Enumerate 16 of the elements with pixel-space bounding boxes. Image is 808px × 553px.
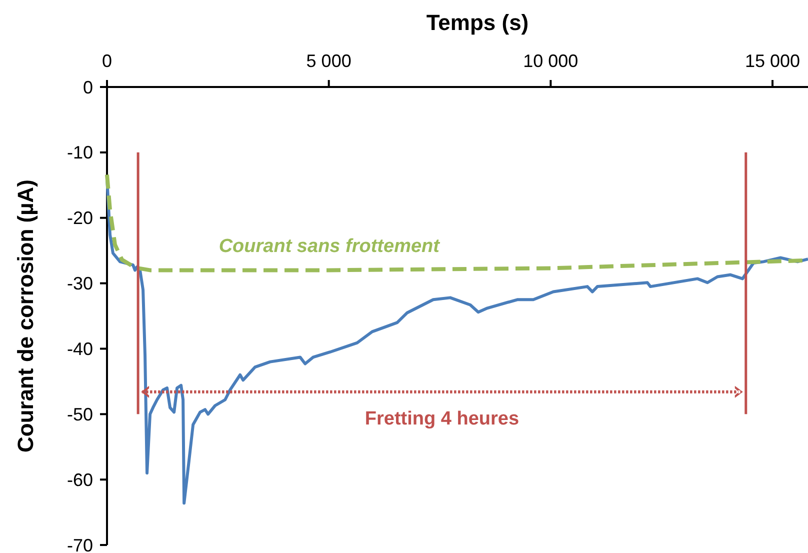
y-axis-title: Courant de corrosion (µA) — [13, 179, 38, 453]
x-tick-label: 10 000 — [523, 51, 578, 71]
series-label: Courant sans frottement — [218, 236, 440, 258]
y-tick-label: -10 — [66, 142, 93, 163]
y-tick-label: -30 — [66, 274, 93, 294]
y-tick-label: -70 — [66, 535, 93, 553]
y-tick-label: -60 — [66, 470, 93, 490]
y-tick-label: -40 — [66, 339, 93, 360]
y-tick-label: -20 — [66, 208, 93, 228]
x-axis-title: Temps (s) — [426, 10, 529, 35]
annotation: Fretting 4 heures — [364, 408, 520, 430]
x-tick-label: 0 — [102, 51, 112, 71]
x-tick-label: 5 000 — [306, 51, 352, 71]
y-tick-label: -50 — [66, 404, 93, 424]
y-tick-label: 0 — [82, 77, 93, 98]
x-tick-label: 15 000 — [744, 51, 800, 71]
